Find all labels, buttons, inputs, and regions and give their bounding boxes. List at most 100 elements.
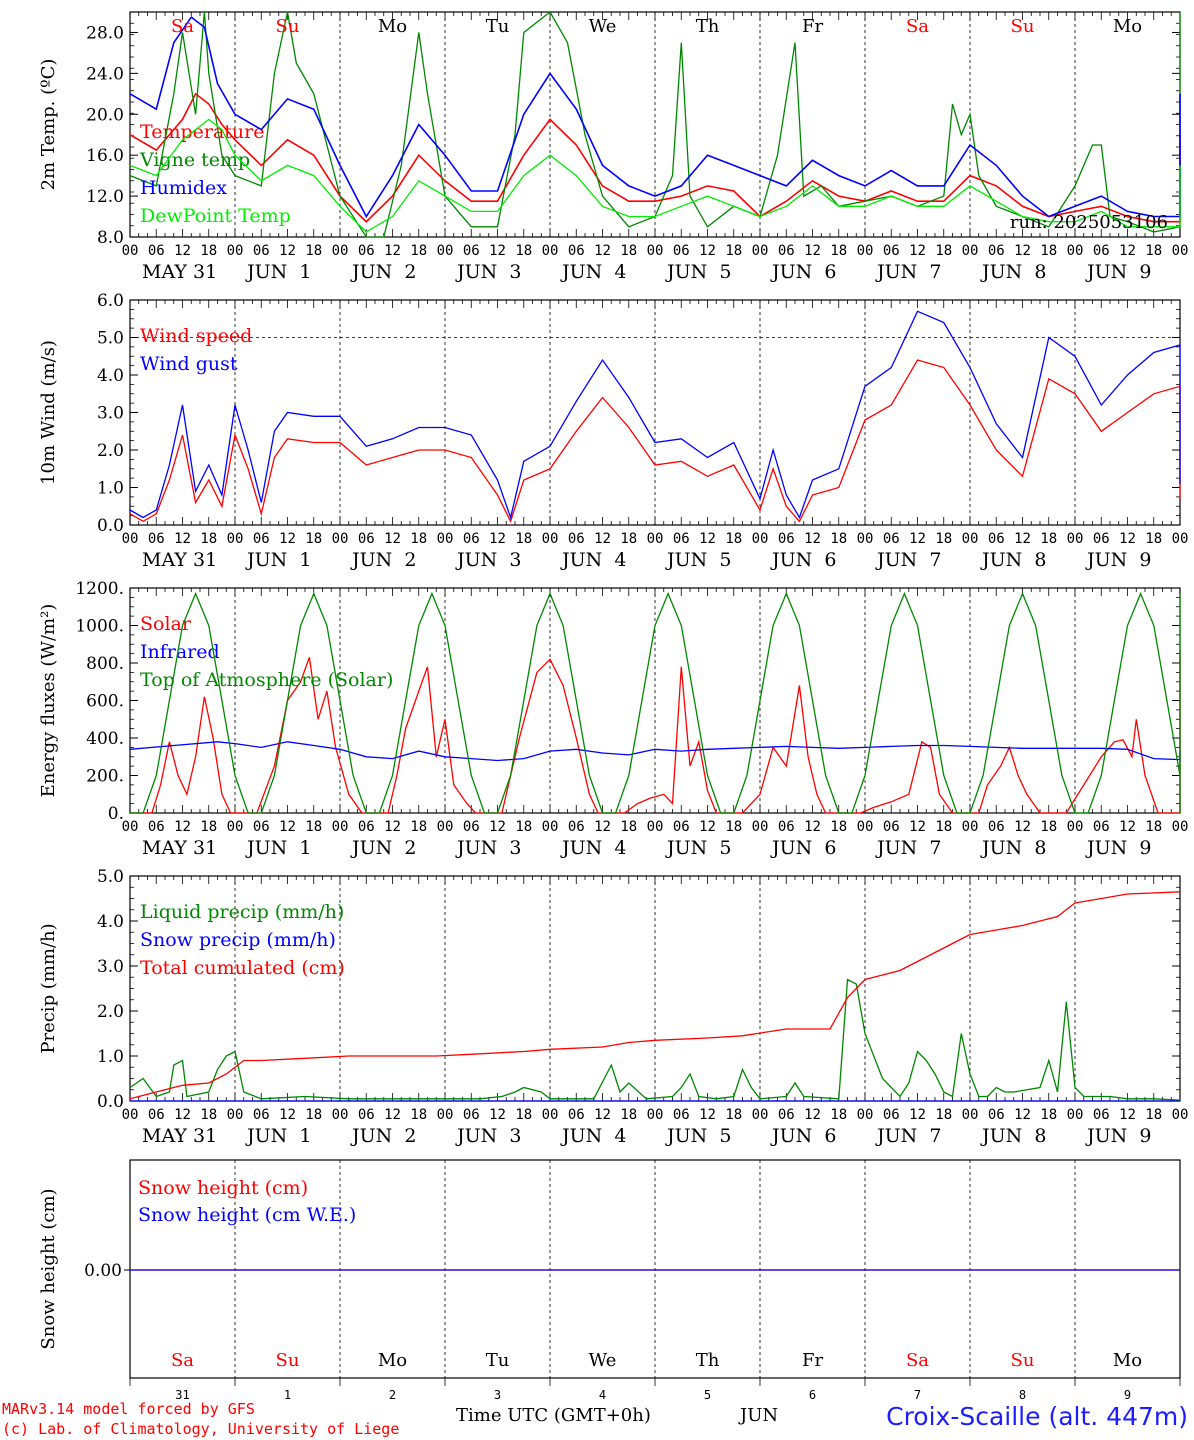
- date-label: JUN 9: [1085, 549, 1151, 571]
- hour-label: 18: [830, 243, 847, 259]
- day-name: We: [589, 1350, 617, 1371]
- date-label: JUN 6: [770, 261, 836, 283]
- hour-label: 06: [673, 1107, 690, 1123]
- hour-label: 18: [200, 531, 217, 547]
- date-label: JUN 6: [770, 1125, 836, 1147]
- date-label: JUN 2: [350, 261, 416, 283]
- day-name: Sa: [171, 1350, 194, 1371]
- hour-label: 18: [410, 819, 427, 835]
- hour-label: 18: [305, 531, 322, 547]
- y-tick-label: 1000.: [75, 617, 124, 637]
- hour-label: 00: [962, 243, 979, 259]
- day-name: Th: [696, 16, 720, 37]
- hour-label: 00: [857, 1107, 874, 1123]
- hour-label: 06: [463, 1107, 480, 1123]
- hour-label: 12: [1119, 531, 1136, 547]
- day-name: We: [589, 16, 617, 37]
- hour-label: 06: [148, 243, 165, 259]
- hour-label: 00: [752, 243, 769, 259]
- hour-label: 00: [122, 1107, 139, 1123]
- y-axis-label: Snow height (cm): [38, 1188, 59, 1349]
- hour-label: 00: [437, 531, 454, 547]
- day-number: 9: [1124, 1388, 1131, 1402]
- day-name: Su: [1011, 16, 1035, 37]
- date-label: MAY 31: [142, 261, 217, 283]
- panel-1: 8.0 12.0 16.0 20.0 24.0 28.0 2m Temp. (ºC) Temp…: [38, 11, 1188, 283]
- hour-label: 06: [568, 243, 585, 259]
- hour-label: 00: [542, 531, 559, 547]
- legend-entry: DewPoint Temp: [140, 205, 291, 227]
- hour-label: 00: [227, 819, 244, 835]
- hour-label: 06: [673, 531, 690, 547]
- y-tick-label: 16.0: [86, 146, 124, 166]
- date-label: MAY 31: [142, 837, 217, 859]
- hour-label: 06: [148, 1107, 165, 1123]
- date-label: JUN 3: [455, 549, 521, 571]
- hour-label: 18: [305, 1107, 322, 1123]
- y-tick-label: 6.0: [97, 291, 124, 311]
- hour-label: 12: [1014, 819, 1031, 835]
- date-label: JUN 3: [455, 837, 521, 859]
- legend-entry: Liquid precip (mm/h): [140, 901, 344, 923]
- date-label: JUN 1: [245, 261, 311, 283]
- date-label: JUN 2: [350, 837, 416, 859]
- legend-entry: Wind speed: [140, 325, 252, 347]
- series-line: [129, 978, 1181, 1101]
- legend-entry: Snow precip (mm/h): [140, 929, 336, 951]
- hour-label: 12: [594, 819, 611, 835]
- hour-label: 12: [489, 531, 506, 547]
- hour-label: 12: [909, 531, 926, 547]
- y-tick-label: 2.0: [97, 1002, 124, 1022]
- y-tick-label: 5.0: [97, 329, 124, 349]
- hour-label: 06: [568, 819, 585, 835]
- hour-label: 12: [804, 531, 821, 547]
- hour-label: 12: [174, 819, 191, 835]
- date-label: JUN 3: [455, 261, 521, 283]
- hour-label: 12: [909, 1107, 926, 1123]
- y-tick-label: 8.0: [97, 228, 124, 248]
- hour-label: 00: [752, 531, 769, 547]
- hour-label: 18: [725, 243, 742, 259]
- hour-label: 12: [699, 1107, 716, 1123]
- legend-entry: Snow height (cm): [138, 1177, 308, 1199]
- panel-4: 0.0 1.0 2.0 3.0 4.0 5.0 Precip (mm/h) Liquid pr…: [38, 867, 1188, 1147]
- hour-label: 06: [148, 531, 165, 547]
- hour-label: 18: [1040, 531, 1057, 547]
- hour-label: 06: [778, 243, 795, 259]
- date-label: JUN 2: [350, 1125, 416, 1147]
- y-tick-label: 200.: [86, 767, 124, 787]
- date-label: JUN 7: [875, 837, 941, 859]
- hour-label: 00: [647, 1107, 664, 1123]
- hour-label: 06: [568, 1107, 585, 1123]
- day-name: Mo: [1113, 1350, 1142, 1371]
- hour-label: 18: [410, 243, 427, 259]
- hour-label: 00: [122, 819, 139, 835]
- hour-label: 06: [148, 819, 165, 835]
- model-credit: MARv3.14 model forced by GFS: [2, 1400, 255, 1418]
- y-tick-label: 2.0: [97, 441, 124, 461]
- hour-label: 00: [542, 243, 559, 259]
- date-label: JUN 5: [665, 1125, 731, 1147]
- hour-label: 18: [305, 819, 322, 835]
- y-axis-label: Precip (mm/h): [38, 923, 59, 1053]
- hour-label: 18: [935, 819, 952, 835]
- hour-label: 00: [332, 243, 349, 259]
- date-label: JUN 1: [245, 1125, 311, 1147]
- hour-label: 06: [1093, 819, 1110, 835]
- series-line: [129, 118, 1181, 233]
- hour-label: 12: [279, 1107, 296, 1123]
- day-name: Th: [696, 1350, 720, 1371]
- day-number: 8: [1019, 1388, 1026, 1402]
- legend-entry: Infrared: [140, 641, 220, 663]
- month-label: JUN: [740, 1405, 779, 1426]
- hour-label: 12: [594, 531, 611, 547]
- hour-label: 18: [515, 1107, 532, 1123]
- hour-label: 12: [489, 243, 506, 259]
- hour-label: 00: [857, 243, 874, 259]
- hour-label: 18: [1040, 243, 1057, 259]
- hour-label: 00: [752, 1107, 769, 1123]
- hour-label: 12: [1014, 1107, 1031, 1123]
- run-annotation: run: 2025053106: [1010, 212, 1168, 233]
- y-tick-label: 12.0: [86, 187, 124, 207]
- hour-label: 12: [174, 531, 191, 547]
